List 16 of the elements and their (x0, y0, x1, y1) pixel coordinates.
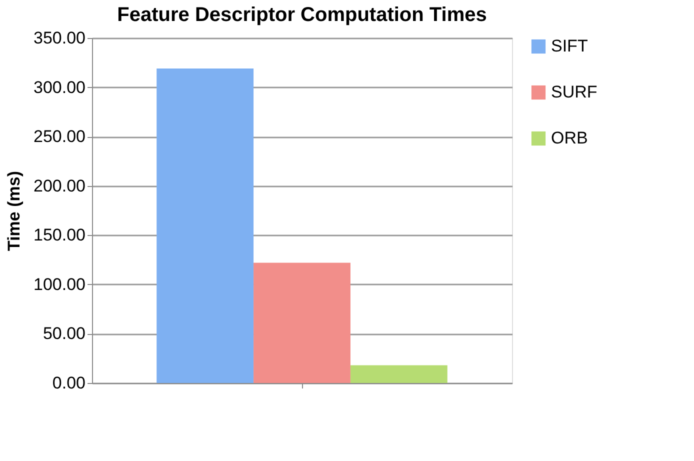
legend-label: ORB (551, 128, 588, 148)
y-tick-label: 200.00 (34, 176, 86, 196)
y-tick-label: 100.00 (34, 274, 86, 294)
y-tick-label: 250.00 (34, 127, 86, 146)
y-tick-label: 150.00 (34, 226, 86, 245)
bar (156, 68, 254, 383)
legend-label: SURF (551, 82, 598, 102)
chart-title: Feature Descriptor Computation Times (117, 4, 487, 26)
y-tick-label: 350.00 (34, 28, 86, 48)
bar (350, 365, 448, 383)
y-axis-title: Time (ms) (4, 171, 24, 251)
y-tick-label: 300.00 (34, 78, 86, 97)
legend-label: SIFT (551, 36, 588, 56)
y-tick-label: 0.00 (52, 374, 86, 392)
y-tick-label: 50.00 (42, 324, 86, 344)
bar (254, 262, 350, 383)
